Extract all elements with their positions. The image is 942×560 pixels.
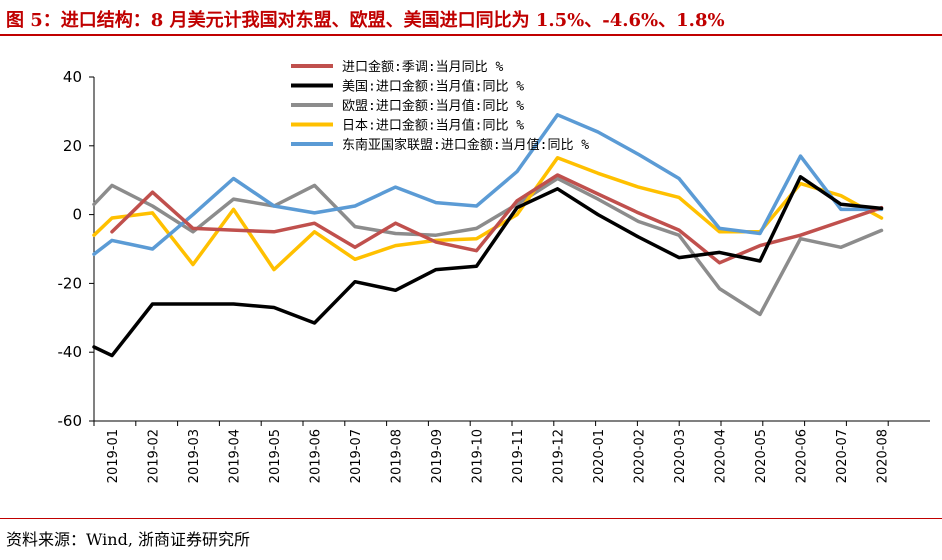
x-tick-label: 2020-07 [835, 429, 850, 483]
legend-label: 进口金额:季调:当月同比 % [342, 59, 503, 75]
x-tick-label: 2020-02 [633, 429, 648, 483]
x-tick-label: 2020-05 [754, 429, 769, 483]
series-line [92, 113, 884, 256]
x-tick-label: 2019-02 [147, 429, 162, 483]
title-rule [0, 34, 942, 36]
x-tick-label: 2020-03 [673, 429, 688, 483]
legend-label: 美国:进口金额:当月值:同比 % [342, 79, 524, 95]
axes: 40 20 0 -20 -40 -60 2019-01 2019-02 2019-03 2019-… [58, 68, 930, 483]
x-tick-label: 2019-05 [268, 429, 283, 483]
x-tick-label: 2019-04 [228, 429, 243, 483]
series-lines [92, 113, 884, 358]
source-rule [0, 518, 942, 519]
legend-label: 欧盟:进口金额:当月值:同比 % [342, 98, 524, 114]
series-line [110, 173, 884, 265]
legend-label: 日本:进口金额:当月值:同比 % [342, 118, 524, 134]
y-tick-label: -60 [58, 412, 83, 430]
x-tick-label: 2020-04 [714, 429, 729, 483]
chart-title: 图 5：进口结构：8 月美元计我国对东盟、欧盟、美国进口同比为 1.5%、-4.… [6, 10, 725, 31]
x-tick-label: 2019-12 [552, 429, 567, 483]
x-tick-label: 2019-07 [349, 429, 364, 483]
y-tick-label: 0 [72, 206, 82, 224]
y-tick-label: -20 [58, 274, 83, 292]
y-tick-label: 20 [63, 137, 82, 155]
legend-label: 东南亚国家联盟:进口金额:当月值:同比 % [342, 137, 589, 153]
x-tick-label: 2019-09 [430, 429, 445, 483]
x-tick-label: 2019-06 [309, 429, 324, 483]
y-tick-label: 40 [63, 68, 82, 86]
x-tick-label: 2019-11 [511, 429, 526, 483]
x-tick-label: 2020-01 [592, 429, 607, 483]
legend: 进口金额:季调:当月同比 % 美国:进口金额:当月值:同比 % 欧盟:进口金额:当月… [291, 59, 589, 153]
y-tick-label: -40 [58, 343, 83, 361]
x-tick-label: 2020-06 [795, 429, 810, 483]
x-tick-label: 2019-01 [106, 429, 121, 483]
x-tick-label: 2019-03 [187, 429, 202, 483]
x-tick-label: 2019-08 [390, 429, 405, 483]
series-line [92, 175, 884, 358]
source-note: 资料来源：Wind, 浙商证券研究所 [6, 530, 251, 549]
x-tick-label: 2020-08 [876, 429, 891, 483]
series-line [92, 176, 884, 317]
line-chart: 40 20 0 -20 -40 -60 2019-01 2019-02 2019-03 2019-… [58, 59, 930, 483]
x-tick-label: 2019-10 [471, 429, 486, 483]
